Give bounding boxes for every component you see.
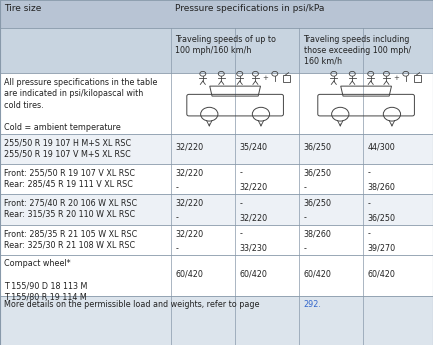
Text: -: - xyxy=(368,199,371,208)
Text: -: - xyxy=(239,229,242,238)
Text: Front: 275/40 R 20 106 W XL RSC
Rear: 315/35 R 20 110 W XL RSC: Front: 275/40 R 20 106 W XL RSC Rear: 31… xyxy=(4,199,137,219)
Text: 38/260: 38/260 xyxy=(368,183,395,192)
Text: 32/220: 32/220 xyxy=(175,199,204,208)
Text: More details on the permissible load and weights, refer to page: More details on the permissible load and… xyxy=(4,300,262,309)
Text: 60/420: 60/420 xyxy=(175,269,203,278)
Bar xyxy=(0,134,433,164)
Bar xyxy=(0,28,433,73)
Text: 39/270: 39/270 xyxy=(368,244,396,253)
Bar xyxy=(0,255,433,296)
Text: Traveling speeds of up to
100 mph/160 km/h: Traveling speeds of up to 100 mph/160 km… xyxy=(175,34,276,55)
Text: Front: 255/50 R 19 107 V XL RSC
Rear: 285/45 R 19 111 V XL RSC: Front: 255/50 R 19 107 V XL RSC Rear: 28… xyxy=(4,168,136,188)
Text: -: - xyxy=(239,168,242,177)
Text: 36/250: 36/250 xyxy=(304,199,332,208)
Text: -: - xyxy=(368,229,371,238)
Text: 255/50 R 19 107 H M+S XL RSC
255/50 R 19 107 V M+S XL RSC: 255/50 R 19 107 H M+S XL RSC 255/50 R 19… xyxy=(4,138,132,158)
Text: -: - xyxy=(304,213,307,222)
Text: 36/250: 36/250 xyxy=(304,142,332,151)
Text: 36/250: 36/250 xyxy=(368,213,396,222)
Text: 36/250: 36/250 xyxy=(304,168,332,177)
Text: 35/240: 35/240 xyxy=(239,142,268,151)
Bar xyxy=(0,164,433,194)
Text: 60/420: 60/420 xyxy=(239,269,267,278)
Bar xyxy=(0,73,433,134)
Text: Compact wheel*

T 155/90 D 18 113 M
T 155/80 R 19 114 M: Compact wheel* T 155/90 D 18 113 M T 155… xyxy=(4,259,88,302)
Text: -: - xyxy=(239,199,242,208)
Text: +: + xyxy=(263,76,268,81)
Text: +: + xyxy=(394,76,400,81)
Text: 32/220: 32/220 xyxy=(175,229,204,238)
Text: 32/220: 32/220 xyxy=(239,213,268,222)
Text: 32/220: 32/220 xyxy=(239,183,268,192)
Text: 60/420: 60/420 xyxy=(304,269,331,278)
Text: 44/300: 44/300 xyxy=(368,142,395,151)
Bar xyxy=(0,0,433,28)
Text: 33/230: 33/230 xyxy=(239,244,267,253)
Text: 60/420: 60/420 xyxy=(368,269,395,278)
Text: -: - xyxy=(368,168,371,177)
Text: Tire size: Tire size xyxy=(4,4,42,13)
Bar xyxy=(0,194,433,225)
Text: -: - xyxy=(175,183,178,192)
Text: Pressure specifications in psi/kPa: Pressure specifications in psi/kPa xyxy=(175,4,325,13)
Text: -: - xyxy=(175,213,178,222)
Text: 32/220: 32/220 xyxy=(175,142,204,151)
Text: Front: 285/35 R 21 105 W XL RSC
Rear: 325/30 R 21 108 W XL RSC: Front: 285/35 R 21 105 W XL RSC Rear: 32… xyxy=(4,229,138,249)
Text: All pressure specifications in the table
are indicated in psi/kilopascal with
co: All pressure specifications in the table… xyxy=(4,78,158,132)
Text: 292.: 292. xyxy=(304,300,321,309)
Bar xyxy=(0,296,433,345)
Bar xyxy=(283,76,291,82)
Text: -: - xyxy=(175,244,178,253)
Text: -: - xyxy=(304,244,307,253)
Bar xyxy=(414,76,421,82)
Text: 38/260: 38/260 xyxy=(304,229,331,238)
Bar xyxy=(0,225,433,255)
Text: -: - xyxy=(304,183,307,192)
Text: 32/220: 32/220 xyxy=(175,168,204,177)
Text: Traveling speeds including
those exceeding 100 mph/
160 km/h: Traveling speeds including those exceedi… xyxy=(304,34,410,66)
